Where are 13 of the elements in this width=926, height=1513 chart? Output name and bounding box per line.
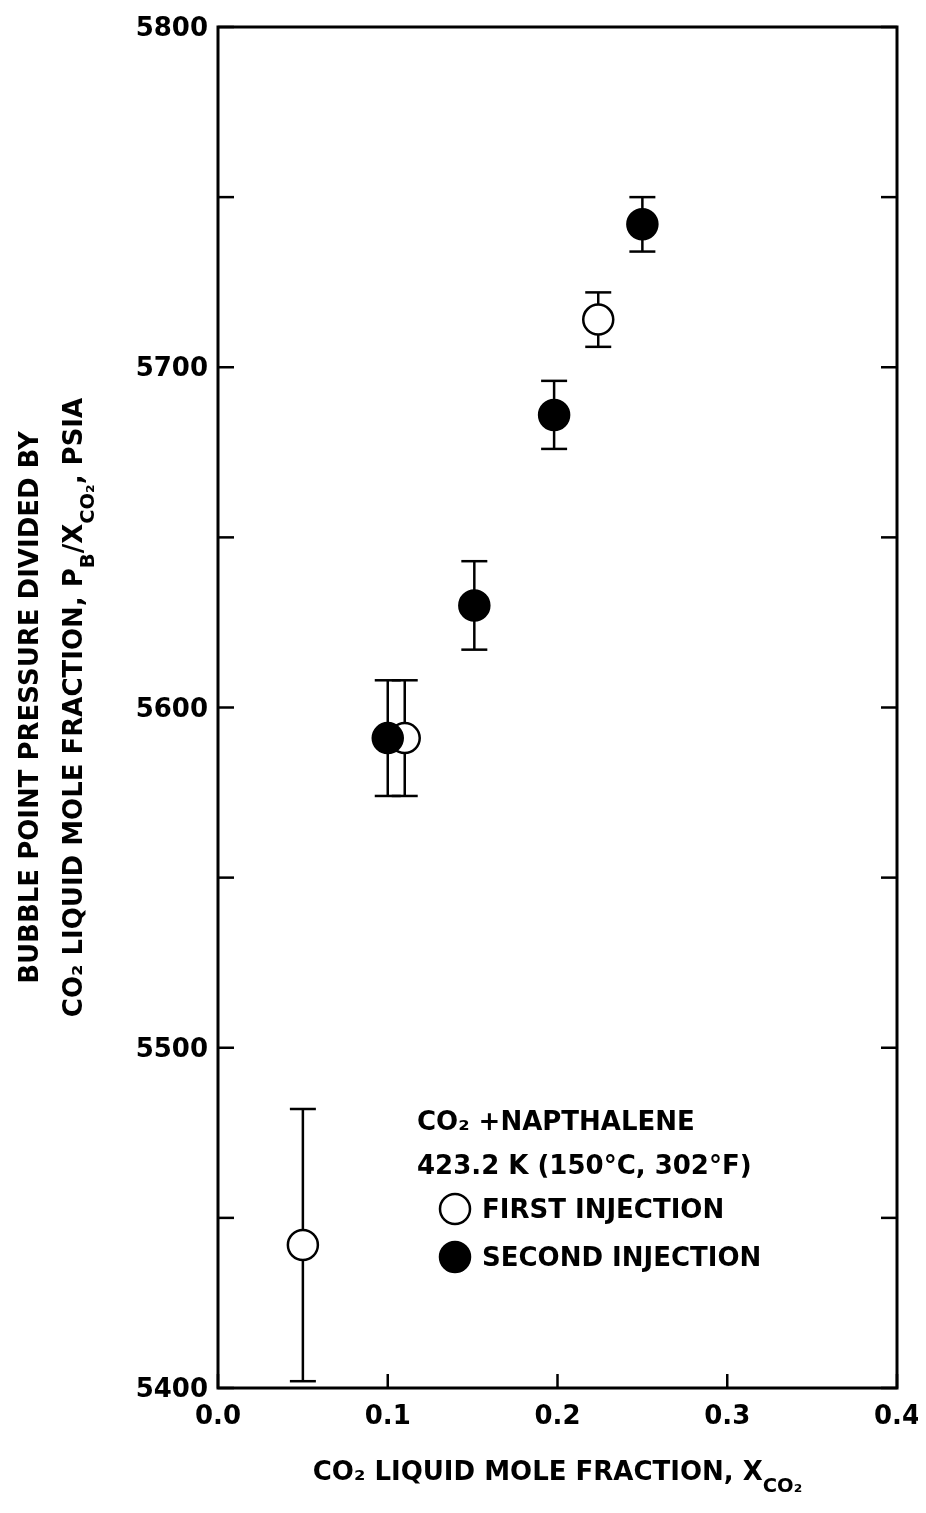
annotation: 423.2 K (150°C, 302°F)	[417, 1150, 752, 1180]
annotation: CO₂ +NAPTHALENE	[417, 1106, 695, 1136]
legend-label: FIRST INJECTION	[482, 1194, 725, 1224]
y-tick-label: 5700	[135, 352, 208, 383]
x-tick-label: 0.2	[534, 1400, 581, 1430]
x-tick-label: 0.3	[704, 1400, 751, 1430]
x-tick-label: 0.4	[873, 1400, 921, 1430]
y-tick-label: 5600	[135, 692, 208, 723]
x-tick-label: 0.1	[364, 1400, 411, 1430]
y-tick-label: 5500	[135, 1032, 208, 1063]
y-tick-label: 5800	[135, 12, 208, 43]
legend-label: SECOND INJECTION	[482, 1242, 762, 1272]
x-axis-title: CO₂ LIQUID MOLE FRACTION, X$_{CO₂}$	[312, 1456, 803, 1497]
